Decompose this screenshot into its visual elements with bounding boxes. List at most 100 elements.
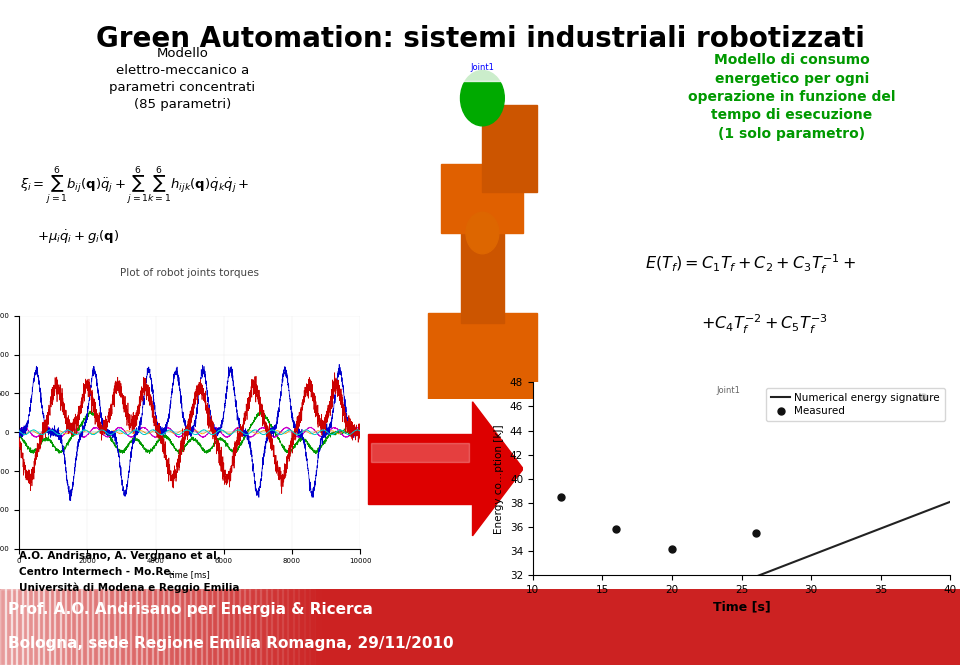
Bar bbox=[266, 589, 272, 665]
Bar bbox=[233, 589, 240, 665]
Measured bbox=[915, 392, 930, 402]
Bar bbox=[239, 589, 245, 665]
Numerical energy signature bbox=[732, 579, 744, 587]
Text: Plot of robot joints torques: Plot of robot joints torques bbox=[120, 268, 259, 278]
Bar bbox=[422, 53, 545, 81]
Bar bbox=[131, 589, 136, 665]
Measured bbox=[748, 528, 763, 539]
Text: Bologna, sede Regione Emilia Romagna, 29/11/2010: Bologna, sede Regione Emilia Romagna, 29… bbox=[8, 636, 454, 651]
Text: $+ \mu_i \dot{q}_i + g_i(\mathbf{q})$: $+ \mu_i \dot{q}_i + g_i(\mathbf{q})$ bbox=[37, 229, 119, 246]
Text: Centro Intermech - Mo.Re.: Centro Intermech - Mo.Re. bbox=[19, 567, 175, 577]
Bar bbox=[482, 105, 538, 192]
Bar bbox=[303, 589, 310, 665]
Bar bbox=[190, 589, 196, 665]
Bar bbox=[108, 589, 115, 665]
Bar bbox=[76, 589, 83, 665]
Bar bbox=[16, 589, 23, 665]
Text: Modello
elettro-meccanico a
parametri concentrati
(85 parametri): Modello elettro-meccanico a parametri co… bbox=[109, 47, 255, 110]
Bar bbox=[250, 589, 255, 665]
Bar bbox=[82, 589, 87, 665]
Bar bbox=[282, 589, 288, 665]
Bar bbox=[135, 589, 142, 665]
X-axis label: time [ms]: time [ms] bbox=[169, 570, 210, 579]
X-axis label: Time [s]: Time [s] bbox=[712, 600, 771, 614]
Numerical energy signature bbox=[872, 526, 883, 534]
Bar bbox=[152, 589, 158, 665]
Bar bbox=[372, 444, 469, 462]
Bar bbox=[0, 589, 7, 665]
Numerical energy signature bbox=[534, 626, 545, 634]
Text: Joint1: Joint1 bbox=[716, 386, 740, 395]
Numerical energy signature bbox=[780, 561, 791, 569]
Bar bbox=[6, 589, 12, 665]
Text: $\xi_i = \sum_{j=1}^{6} b_{ij}(\mathbf{q})\ddot{q}_j + \sum_{j=1}^{6}\sum_{k=1}^: $\xi_i = \sum_{j=1}^{6} b_{ij}(\mathbf{q… bbox=[20, 165, 250, 207]
Y-axis label: Energy co…ption [kJ]: Energy co…ption [kJ] bbox=[494, 424, 504, 533]
Bar bbox=[195, 589, 202, 665]
Bar bbox=[206, 589, 212, 665]
Bar bbox=[92, 589, 99, 665]
Legend: Numerical energy signature, Measured: Numerical energy signature, Measured bbox=[766, 388, 946, 421]
Bar bbox=[255, 589, 261, 665]
Bar bbox=[201, 589, 207, 665]
Bar bbox=[368, 434, 476, 504]
Bar bbox=[174, 589, 180, 665]
Bar bbox=[184, 589, 191, 665]
Bar bbox=[320, 589, 326, 665]
Bar bbox=[86, 589, 93, 665]
Bar bbox=[49, 589, 55, 665]
Bar bbox=[211, 589, 218, 665]
Bar bbox=[442, 164, 523, 233]
Measured bbox=[609, 524, 624, 535]
Bar bbox=[162, 589, 169, 665]
Polygon shape bbox=[472, 402, 523, 536]
Bar bbox=[168, 589, 175, 665]
Bar bbox=[157, 589, 163, 665]
Bar bbox=[114, 589, 120, 665]
Bar bbox=[179, 589, 185, 665]
Bar bbox=[60, 589, 66, 665]
Circle shape bbox=[461, 70, 504, 126]
Bar bbox=[103, 589, 109, 665]
Bar bbox=[141, 589, 147, 665]
Bar bbox=[287, 589, 294, 665]
Text: Università di Modena e Reggio Emilia: Università di Modena e Reggio Emilia bbox=[19, 583, 240, 593]
Bar bbox=[38, 589, 44, 665]
Bar bbox=[70, 589, 77, 665]
Text: Modello di consumo
energetico per ogni
operazione in funzione del
tempo di esecu: Modello di consumo energetico per ogni o… bbox=[688, 53, 896, 141]
Bar bbox=[33, 589, 38, 665]
Bar bbox=[65, 589, 71, 665]
Bar bbox=[217, 589, 224, 665]
Bar bbox=[223, 589, 228, 665]
Bar bbox=[293, 589, 300, 665]
Bar bbox=[271, 589, 277, 665]
Text: Green Automation: sistemi industriali robotizzati: Green Automation: sistemi industriali ro… bbox=[96, 25, 864, 53]
Bar bbox=[299, 589, 304, 665]
Text: $+ C_4T_f^{-2} + C_5T_f^{-3}$: $+ C_4T_f^{-2} + C_5T_f^{-3}$ bbox=[701, 313, 828, 336]
Circle shape bbox=[466, 212, 499, 254]
Line: Numerical energy signature: Numerical energy signature bbox=[540, 501, 950, 635]
Numerical energy signature bbox=[730, 581, 741, 589]
Bar bbox=[461, 219, 504, 323]
Bar bbox=[27, 589, 34, 665]
Bar bbox=[315, 589, 321, 665]
Measured bbox=[553, 491, 568, 502]
Text: A.O. Andrisano, A. Vergnano et al.: A.O. Andrisano, A. Vergnano et al. bbox=[19, 551, 221, 561]
Text: $E(T_f) = C_1T_f + C_2 + C_3T_f^{-1} +$: $E(T_f) = C_1T_f + C_2 + C_3T_f^{-1} +$ bbox=[645, 253, 856, 276]
Bar bbox=[428, 313, 538, 399]
Bar bbox=[309, 589, 316, 665]
Bar bbox=[43, 589, 50, 665]
Numerical energy signature bbox=[757, 570, 769, 578]
Bar bbox=[22, 589, 28, 665]
Bar bbox=[244, 589, 251, 665]
Bar bbox=[276, 589, 283, 665]
Numerical energy signature bbox=[936, 501, 948, 509]
Bar bbox=[147, 589, 153, 665]
Bar bbox=[54, 589, 60, 665]
Bar bbox=[125, 589, 132, 665]
Text: Joint1: Joint1 bbox=[470, 63, 494, 72]
Measured bbox=[664, 543, 680, 554]
Bar bbox=[11, 589, 17, 665]
Bar bbox=[119, 589, 126, 665]
Bar bbox=[260, 589, 267, 665]
Numerical energy signature bbox=[945, 497, 956, 505]
